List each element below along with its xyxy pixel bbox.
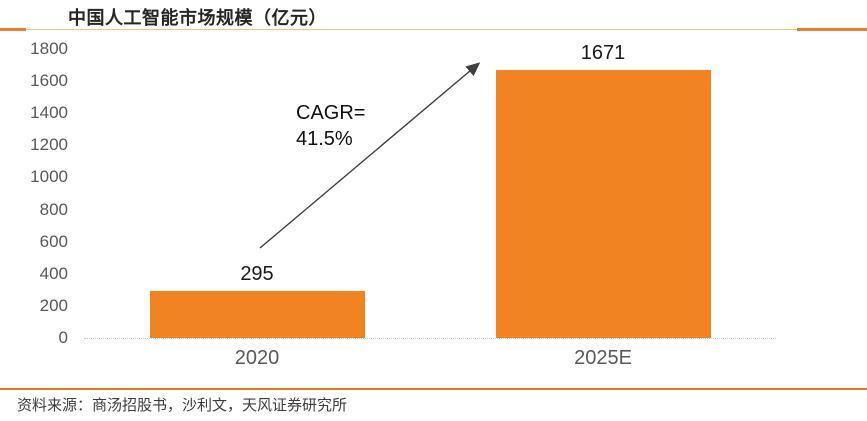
cagr-annotation-line1: CAGR= <box>296 102 366 124</box>
bar-value-label: 295 <box>240 262 274 285</box>
header-divider-accent-left <box>0 28 26 31</box>
y-axis-tick-label: 600 <box>39 231 68 251</box>
y-axis-tick-label: 200 <box>39 295 68 315</box>
bar-value-label: 1671 <box>580 41 626 64</box>
x-axis-category-label: 2025E <box>574 347 632 369</box>
chart-title: 中国人工智能市场规模（亿元） <box>68 8 327 28</box>
bar-2025E[interactable] <box>495 69 711 338</box>
y-axis-tick-label: 1800 <box>30 39 68 58</box>
y-axis-tick-label: 800 <box>39 199 68 219</box>
x-axis-line <box>84 338 776 339</box>
y-axis-tick-label: 1000 <box>30 167 68 187</box>
source-note: 资料来源：商汤招股书，沙利文，天风证券研究所 <box>17 397 348 414</box>
y-axis-tick-label: 1400 <box>30 103 68 123</box>
y-axis-tick-label: 400 <box>39 263 68 283</box>
footer-divider <box>0 388 867 390</box>
bar-2020[interactable] <box>149 290 365 338</box>
header-divider-accent-right <box>797 28 867 31</box>
cagr-annotation: CAGR= 41.5% <box>296 100 365 152</box>
y-axis-tick-label: 1200 <box>30 135 68 155</box>
header-divider-line <box>0 29 867 30</box>
cagr-annotation-line2: 41.5% <box>296 128 353 150</box>
y-axis-tick-label: 1600 <box>30 71 68 91</box>
x-axis-category-label: 2020 <box>234 347 280 369</box>
y-axis-tick-label: 0 <box>58 328 68 347</box>
